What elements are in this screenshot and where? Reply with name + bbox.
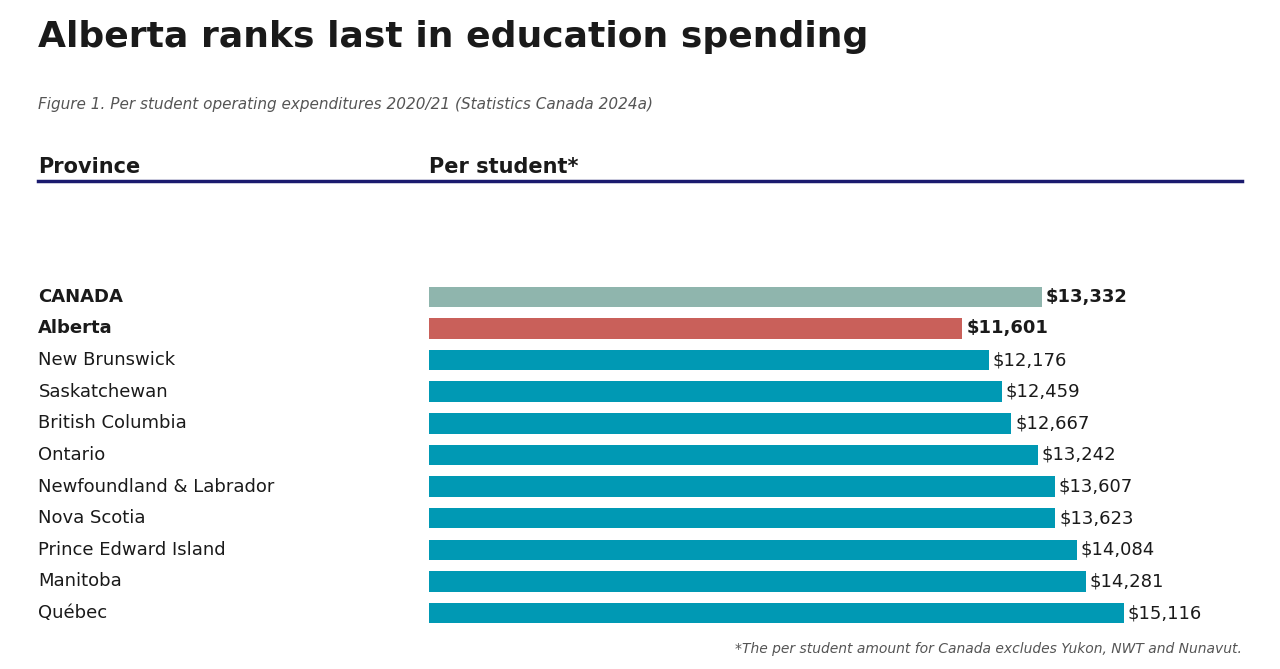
Text: $13,623: $13,623 xyxy=(1059,509,1134,527)
Bar xyxy=(429,350,989,371)
Text: Manitoba: Manitoba xyxy=(38,573,122,591)
Text: Ontario: Ontario xyxy=(38,446,106,464)
Text: Alberta ranks last in education spending: Alberta ranks last in education spending xyxy=(38,20,869,54)
Text: Per student*: Per student* xyxy=(429,157,579,177)
Text: Alberta: Alberta xyxy=(38,319,113,337)
Text: $12,176: $12,176 xyxy=(992,351,1068,369)
Text: British Columbia: British Columbia xyxy=(38,414,187,432)
Bar xyxy=(429,445,1038,465)
Text: $11,601: $11,601 xyxy=(966,319,1048,337)
Text: New Brunswick: New Brunswick xyxy=(38,351,175,369)
Text: $13,607: $13,607 xyxy=(1059,478,1133,496)
Text: Nova Scotia: Nova Scotia xyxy=(38,509,146,527)
Bar xyxy=(429,476,1055,497)
Bar xyxy=(429,381,1002,402)
Bar xyxy=(429,318,963,339)
Text: $13,242: $13,242 xyxy=(1042,446,1116,464)
Text: Figure 1. Per student operating expenditures 2020/21 (Statistics Canada 2024a): Figure 1. Per student operating expendit… xyxy=(38,97,653,112)
Text: $14,281: $14,281 xyxy=(1089,573,1164,591)
Bar xyxy=(429,571,1085,591)
Text: *The per student amount for Canada excludes Yukon, NWT and Nunavut.: *The per student amount for Canada exclu… xyxy=(735,642,1242,656)
Text: Province: Province xyxy=(38,157,141,177)
Text: $15,116: $15,116 xyxy=(1128,604,1202,622)
Text: $12,667: $12,667 xyxy=(1015,414,1089,432)
Text: CANADA: CANADA xyxy=(38,288,123,306)
Bar xyxy=(429,286,1042,307)
Text: Québec: Québec xyxy=(38,604,108,622)
Bar xyxy=(429,539,1076,560)
Text: Prince Edward Island: Prince Edward Island xyxy=(38,541,227,559)
Bar xyxy=(429,508,1056,529)
Bar xyxy=(429,603,1124,624)
Bar xyxy=(429,413,1011,434)
Text: $13,332: $13,332 xyxy=(1046,288,1128,306)
Text: Saskatchewan: Saskatchewan xyxy=(38,383,168,401)
Text: $14,084: $14,084 xyxy=(1080,541,1155,559)
Text: Newfoundland & Labrador: Newfoundland & Labrador xyxy=(38,478,275,496)
Text: $12,459: $12,459 xyxy=(1006,383,1080,401)
